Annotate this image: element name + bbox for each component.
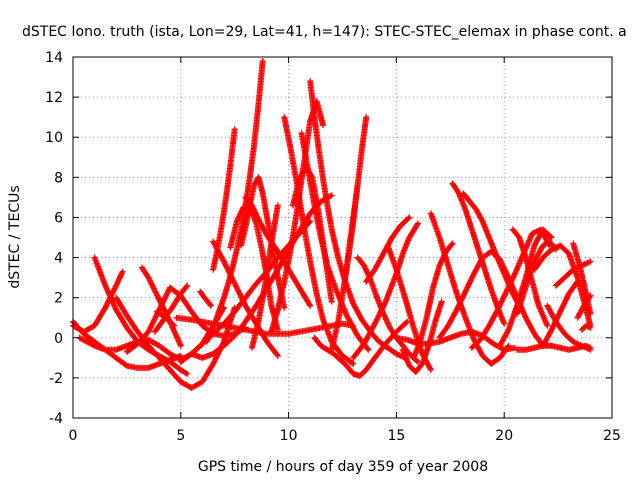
x-axis-label: GPS time / hours of day 359 of year 2008 (198, 459, 488, 475)
data-series (151, 282, 191, 335)
data-point (448, 241, 455, 248)
data-point (449, 240, 456, 247)
data-series (574, 292, 594, 321)
data-point (501, 320, 508, 327)
data-point (547, 233, 554, 240)
data-point (427, 366, 434, 373)
data-point (414, 220, 421, 227)
data-points (70, 58, 594, 391)
y-tick-label: 0 (54, 331, 63, 347)
y-tick-label: 4 (54, 251, 63, 267)
data-point (544, 322, 551, 329)
data-point (231, 126, 238, 133)
data-point (405, 215, 412, 222)
data-point (350, 360, 357, 367)
data-point (587, 324, 594, 331)
y-tick-label: 2 (54, 291, 63, 307)
x-tick-label: 5 (176, 428, 185, 444)
data-point (184, 282, 191, 289)
data-point (548, 234, 555, 241)
data-point (281, 304, 288, 311)
y-tick-label: 10 (45, 130, 63, 146)
data-point (363, 114, 370, 121)
y-tick-label: -2 (49, 371, 63, 387)
data-series (436, 248, 547, 349)
data-point (306, 301, 313, 308)
data-point (406, 214, 413, 221)
data-series (341, 114, 370, 285)
data-point (587, 292, 594, 299)
plot-frame (72, 56, 613, 419)
data-point (478, 217, 485, 224)
x-tick-label: 0 (69, 428, 78, 444)
data-series (552, 258, 594, 289)
data-point (274, 326, 281, 333)
data-point (573, 279, 580, 286)
data-series (154, 308, 178, 329)
data-point (586, 324, 593, 331)
data-point (438, 298, 445, 305)
x-tick-label: 10 (280, 428, 298, 444)
data-point (364, 345, 371, 352)
data-point (365, 346, 372, 353)
data-point (259, 58, 266, 65)
data-point (414, 221, 421, 228)
y-tick-label: -4 (49, 411, 63, 427)
data-point (587, 258, 594, 265)
data-series (197, 288, 214, 309)
data-point (273, 351, 280, 358)
data-point (119, 268, 126, 275)
data-series (203, 58, 266, 345)
data-series (281, 114, 357, 367)
data-series (298, 130, 372, 353)
data-point (504, 344, 511, 351)
y-tick-label: 8 (54, 170, 63, 186)
data-series (363, 214, 413, 285)
y-tick-label: 6 (54, 210, 63, 226)
x-tick-label: 25 (603, 428, 621, 444)
y-axis-label: dSTEC / TECUs (7, 185, 23, 288)
data-point (328, 192, 335, 199)
data-point (184, 370, 191, 377)
data-series (449, 180, 508, 327)
data-point (349, 359, 356, 366)
axis-ticks: 0 5 10 15 20 25 -4 -2 0 2 4 6 8 10 12 14 (45, 50, 621, 444)
data-point (320, 122, 327, 129)
data-point (328, 298, 335, 305)
data-point (122, 361, 129, 368)
y-tick-label: 12 (45, 90, 63, 106)
data-point (403, 319, 410, 326)
data-point (504, 328, 511, 335)
data-point (505, 342, 512, 349)
data-series (248, 202, 281, 351)
data-point (171, 322, 178, 329)
data-point (207, 301, 214, 308)
data-point (587, 346, 594, 353)
data-point (307, 302, 314, 309)
data-point (574, 278, 581, 285)
data-series (578, 322, 594, 333)
x-tick-label: 20 (495, 428, 513, 444)
data-series (468, 226, 553, 351)
x-tick-label: 15 (387, 428, 405, 444)
data-series (570, 240, 594, 317)
y-tick-label: 14 (45, 50, 63, 66)
data-series (514, 238, 559, 317)
data-point (274, 352, 281, 359)
data-point (587, 310, 594, 317)
data-point (182, 370, 189, 377)
data-point (586, 293, 593, 300)
data-point (183, 283, 190, 290)
data-point (413, 357, 420, 364)
data-point (274, 202, 281, 209)
data-point (427, 365, 434, 372)
data-series (531, 242, 594, 329)
data-point (207, 302, 214, 309)
data-point (170, 321, 177, 328)
data-series (509, 226, 551, 329)
data-point (177, 342, 184, 349)
data-series (540, 278, 581, 349)
chart-title: dSTEC Iono. truth (ista, Lon=29, Lat=41,… (22, 24, 627, 40)
